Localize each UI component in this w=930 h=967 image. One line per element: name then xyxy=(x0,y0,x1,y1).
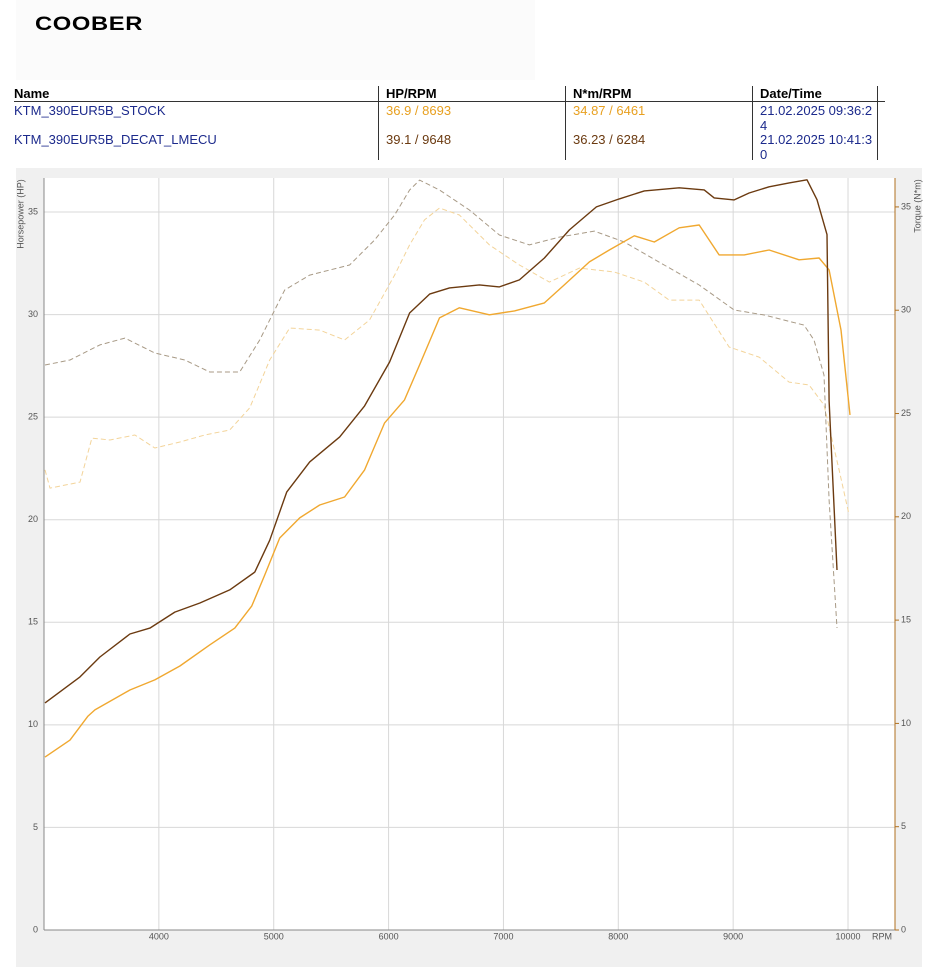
table-cell: KTM_390EUR5B_DECAT_LMECU xyxy=(14,132,217,147)
table-cell: 34.87 / 6461 xyxy=(573,103,646,118)
y-tick-label: 15 xyxy=(28,617,38,627)
table-cell: 36.23 / 6284 xyxy=(573,132,646,147)
table-cell: 21.02.2025 10:41:30 xyxy=(760,132,873,162)
table-cell: 21.02.2025 09:36:24 xyxy=(760,103,873,133)
y2-tick-label: 0 xyxy=(901,924,906,934)
y-axis-label: Horsepower (HP) xyxy=(15,179,25,249)
torque-line xyxy=(44,207,850,516)
x-tick-label: 8000 xyxy=(608,931,628,941)
column-header: N*m/RPM xyxy=(573,86,632,101)
y-tick-label: 30 xyxy=(28,309,38,319)
y-tick-label: 20 xyxy=(28,514,38,524)
chart: 0 5 10 15 20 25 30 35 0 5 10 15 20 25 30 35 4000 5000 6000… xyxy=(15,168,922,967)
y2-tick-label: 25 xyxy=(901,408,911,418)
header-line xyxy=(14,101,885,102)
y2-axis-label: Torque (N*m) xyxy=(912,179,922,233)
x-axis-label: RPM xyxy=(872,931,892,941)
x-tick-label: 9000 xyxy=(723,931,743,941)
y2-tick-label: 10 xyxy=(901,718,911,728)
y2-tick-label: 20 xyxy=(901,511,911,521)
y2-tick-label: 35 xyxy=(901,201,911,211)
x-tick-label: 7000 xyxy=(493,931,513,941)
y2-tick-label: 15 xyxy=(901,614,911,624)
column-header: Date/Time xyxy=(760,86,822,101)
table-cell: KTM_390EUR5B_STOCK xyxy=(14,103,166,118)
y2-tick-label: 5 xyxy=(901,821,906,831)
y-tick-label: 5 xyxy=(33,822,38,832)
column-separator xyxy=(378,86,379,160)
x-tick-label: 10000 xyxy=(836,931,861,941)
logo-area: COOBER xyxy=(16,0,535,80)
x-tick-label: 6000 xyxy=(379,931,399,941)
torque-line xyxy=(44,179,838,629)
table-cell: 36.9 / 8693 xyxy=(386,103,452,118)
plot-area xyxy=(44,178,895,930)
power-line xyxy=(44,179,838,704)
y-tick-label: 0 xyxy=(33,924,38,934)
column-separator xyxy=(752,86,753,160)
column-header: Name xyxy=(14,86,50,101)
column-separator xyxy=(565,86,566,160)
power-line xyxy=(44,224,851,758)
logo: COOBER xyxy=(35,14,144,35)
y-tick-label: 25 xyxy=(28,412,38,422)
table-cell: 39.1 / 9648 xyxy=(386,132,452,147)
column-header: HP/RPM xyxy=(386,86,437,101)
column-separator xyxy=(877,86,878,160)
y2-tick-label: 30 xyxy=(901,305,911,315)
x-tick-label: 5000 xyxy=(264,931,284,941)
y-tick-label: 10 xyxy=(28,719,38,729)
x-tick-label: 4000 xyxy=(149,931,169,941)
y-tick-label: 35 xyxy=(28,206,38,216)
